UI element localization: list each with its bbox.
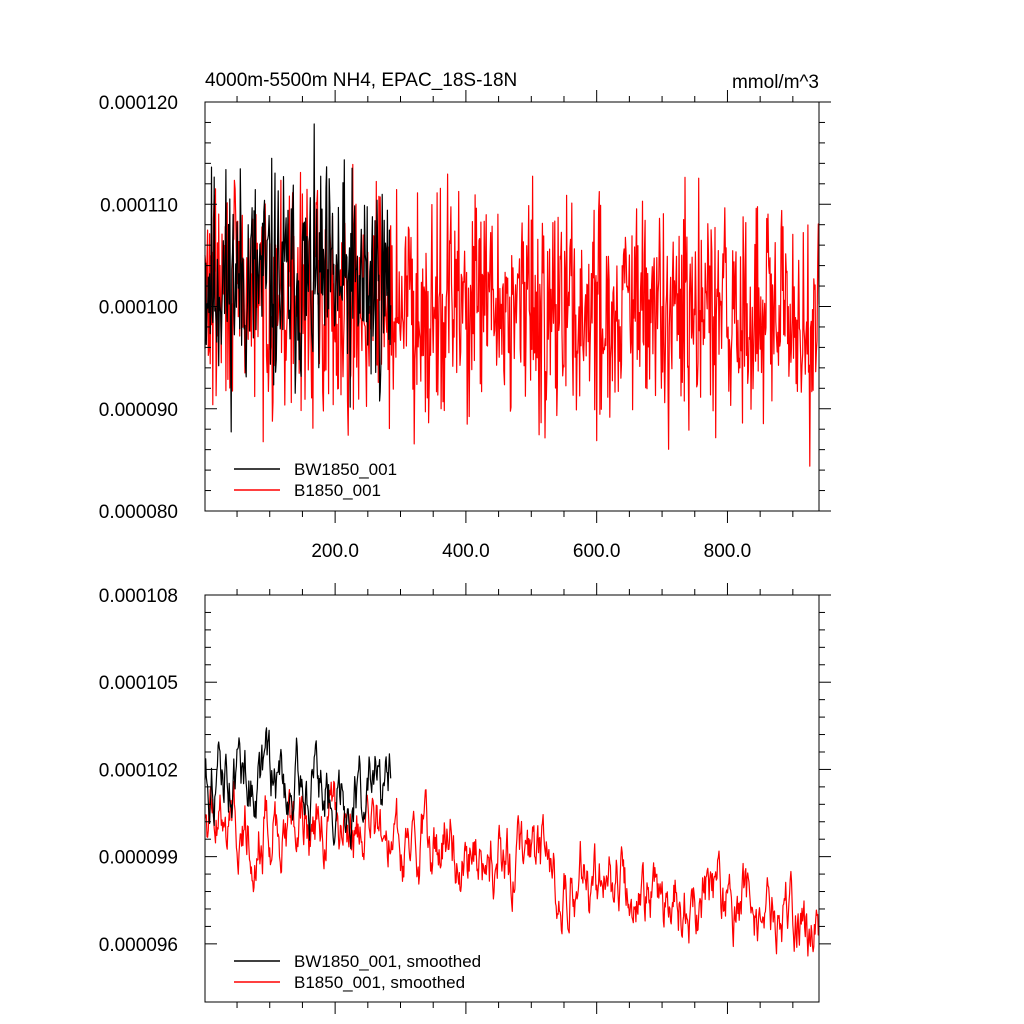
top-xtick-label-3: 800.0 bbox=[704, 541, 752, 562]
top-units-label: mmol/m^3 bbox=[732, 72, 819, 93]
bottom-series-line-0 bbox=[204, 727, 392, 850]
top-xtick-label-0: 200.0 bbox=[311, 541, 359, 562]
bottom-ticks-layer: 0.000096 0.000099 0.000102 0.000105 0.000108 bbox=[99, 583, 831, 1014]
top-ytick-label-2: 0.000100 bbox=[99, 298, 178, 319]
bottom-legend: BW1850_001, smoothed B1850_001, smoothed bbox=[234, 952, 481, 992]
bottom-plot-frame bbox=[204, 594, 820, 1003]
bottom-ytick-label-2: 0.000102 bbox=[99, 760, 178, 781]
top-ytick-label-0: 0.000080 bbox=[99, 502, 178, 523]
top-legend: BW1850_001 B1850_001 bbox=[234, 460, 397, 500]
top-ytick-label-3: 0.000110 bbox=[100, 195, 178, 216]
top-ytick-label-1: 0.000090 bbox=[99, 400, 178, 421]
bottom-series-layer bbox=[204, 727, 820, 957]
top-xtick-label-1: 400.0 bbox=[442, 541, 490, 562]
bottom-ytick-label-1: 0.000099 bbox=[99, 848, 178, 869]
top-legend-label-0: BW1850_001 bbox=[294, 460, 397, 479]
bottom-ytick-label-3: 0.000105 bbox=[99, 673, 178, 694]
top-ticks-layer: 0.000080 0.000090 0.000100 0.000110 0.000120… bbox=[99, 90, 831, 562]
bottom-legend-label-1: B1850_001, smoothed bbox=[294, 973, 465, 992]
bottom-series-line-1 bbox=[204, 780, 820, 957]
top-chart-title: 4000m-5500m NH4, EPAC_18S-18N bbox=[205, 70, 517, 91]
bottom-legend-label-0: BW1850_001, smoothed bbox=[294, 952, 481, 971]
top-series-layer bbox=[204, 123, 820, 467]
bottom-ytick-label-0: 0.000096 bbox=[99, 935, 178, 956]
top-ytick-label-4: 0.000120 bbox=[99, 93, 178, 114]
bottom-panel: 0.000096 0.000099 0.000102 0.000105 0.000108… bbox=[99, 583, 831, 1014]
top-series-line-0 bbox=[204, 123, 392, 433]
top-panel: 0.000080 0.000090 0.000100 0.000110 0.000120… bbox=[99, 70, 831, 562]
top-legend-label-1: B1850_001 bbox=[294, 481, 381, 500]
bottom-ytick-label-4: 0.000108 bbox=[99, 586, 178, 607]
top-series-line-1 bbox=[204, 163, 820, 467]
top-xtick-label-2: 600.0 bbox=[573, 541, 621, 562]
